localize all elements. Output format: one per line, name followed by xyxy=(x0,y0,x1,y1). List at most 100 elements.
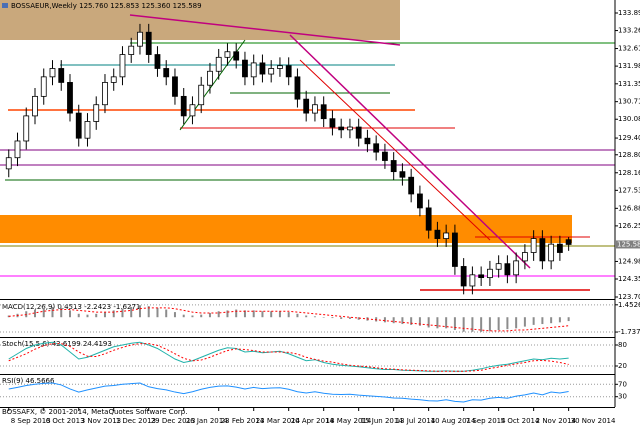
signal-line xyxy=(8,307,569,332)
candle-body xyxy=(303,98,310,114)
candle-body xyxy=(5,157,12,170)
candle-body xyxy=(539,238,546,262)
macd-bar xyxy=(130,306,133,318)
macd-bar xyxy=(532,317,535,325)
y-tick-label: 132.615 xyxy=(618,45,640,53)
drawings xyxy=(0,0,615,291)
panel-title: MACD(12,26,9) 0.4513 -2.2423 -1.6271 xyxy=(2,303,140,311)
candle-body xyxy=(242,59,248,78)
macd-bar xyxy=(445,317,448,329)
macd-bar xyxy=(33,309,36,318)
candle-body xyxy=(67,82,73,114)
macd-bar xyxy=(462,317,465,332)
macd-bar xyxy=(418,317,421,326)
macd-bar xyxy=(471,317,474,332)
candle-body xyxy=(58,68,65,83)
macd-bar xyxy=(191,315,194,318)
macd-bar xyxy=(550,317,553,324)
candle-body xyxy=(338,126,345,131)
candle-body xyxy=(93,104,100,122)
candle-body xyxy=(347,126,353,131)
candle-body xyxy=(556,243,563,253)
macd-bar xyxy=(147,306,150,318)
x-tick-label: 8 Sep 2013 xyxy=(11,417,51,425)
candle-body xyxy=(23,115,30,142)
macd-bar xyxy=(488,317,491,331)
macd-bar xyxy=(427,317,430,328)
macd-bar xyxy=(261,311,264,318)
macd-bar xyxy=(270,311,273,318)
candle-body xyxy=(250,62,257,78)
x-tick-label: 10 Aug 2014 xyxy=(431,417,476,425)
macd-bar xyxy=(60,307,63,318)
x-tick-label: 30 Nov 2014 xyxy=(571,417,616,425)
candle-body xyxy=(154,54,161,69)
y-tick-label: 130.710 xyxy=(618,98,640,106)
candle-body xyxy=(268,68,275,75)
macd-bar xyxy=(506,317,509,330)
macd-bar xyxy=(278,311,281,318)
macd-bar xyxy=(138,305,141,318)
frame xyxy=(0,0,616,408)
candle-body xyxy=(399,171,406,178)
y-tick-label: 30 xyxy=(618,393,627,401)
macd-bar xyxy=(567,317,570,322)
x-tick-label: 1 Dec 2013 xyxy=(116,417,156,425)
panel-title: BOSSAEUR,Weekly 125.760 125.853 125.360 … xyxy=(11,2,202,10)
x-tick-label: 26 Jan 2014 xyxy=(186,417,229,425)
candle-body xyxy=(425,207,432,231)
macd-bar xyxy=(348,317,351,319)
candle-body xyxy=(75,112,82,139)
macd-bar xyxy=(235,309,238,318)
y-tick-label: 124.980 xyxy=(618,257,640,265)
x-tick-label: 6 Oct 2013 xyxy=(46,417,85,425)
candle-body xyxy=(224,51,231,58)
candle-body xyxy=(329,118,336,128)
candle-body xyxy=(14,140,21,159)
indicator-line xyxy=(8,343,569,372)
macd-bar xyxy=(410,317,413,325)
candle-body xyxy=(110,76,117,83)
macd-bar xyxy=(42,307,45,318)
x-tick-label: 3 Nov 2013 xyxy=(81,417,121,425)
macd-bar xyxy=(200,314,203,318)
candle-body xyxy=(189,104,196,117)
x-tick-label: 5 Oct 2014 xyxy=(501,417,540,425)
candle-body xyxy=(434,229,441,239)
candle-body xyxy=(119,54,126,78)
candle-body xyxy=(364,137,371,145)
candle-body xyxy=(198,84,205,106)
macd-bar xyxy=(305,315,308,318)
zone xyxy=(0,215,572,243)
macd-bar xyxy=(322,317,325,318)
macd-bar xyxy=(252,310,255,318)
macd-bar xyxy=(156,307,159,318)
candle-body xyxy=(504,263,511,276)
x-tick-label: 20 Apr 2014 xyxy=(291,417,335,425)
macd-bar xyxy=(86,314,89,318)
candle-body xyxy=(530,238,537,253)
candle-body xyxy=(294,76,301,100)
candle-body xyxy=(373,143,380,153)
trend-line xyxy=(129,14,401,46)
macd-bar xyxy=(558,317,561,323)
candle-body xyxy=(382,151,388,161)
x-tick-label: 23 Feb 2014 xyxy=(221,417,265,425)
symbol-icon xyxy=(2,3,8,8)
candle-body xyxy=(312,104,318,114)
candle-body xyxy=(487,268,493,279)
y-tick-label: -1.7373 xyxy=(618,328,640,336)
y-tick-label: 133.260 xyxy=(618,27,640,35)
candle-body xyxy=(40,76,47,97)
candle-body xyxy=(215,56,222,72)
macd-bar xyxy=(541,317,544,325)
macd-bar xyxy=(287,312,290,318)
candle-body xyxy=(49,68,56,78)
x-tick-label: 15 Jun 2014 xyxy=(361,417,404,425)
macd-bar xyxy=(182,314,185,318)
candle-body xyxy=(478,274,485,279)
candle-body xyxy=(443,232,450,239)
x-tick-label: 23 Mar 2014 xyxy=(256,417,301,425)
candle-body xyxy=(128,45,135,55)
y-tick-label: 131.350 xyxy=(618,80,640,88)
